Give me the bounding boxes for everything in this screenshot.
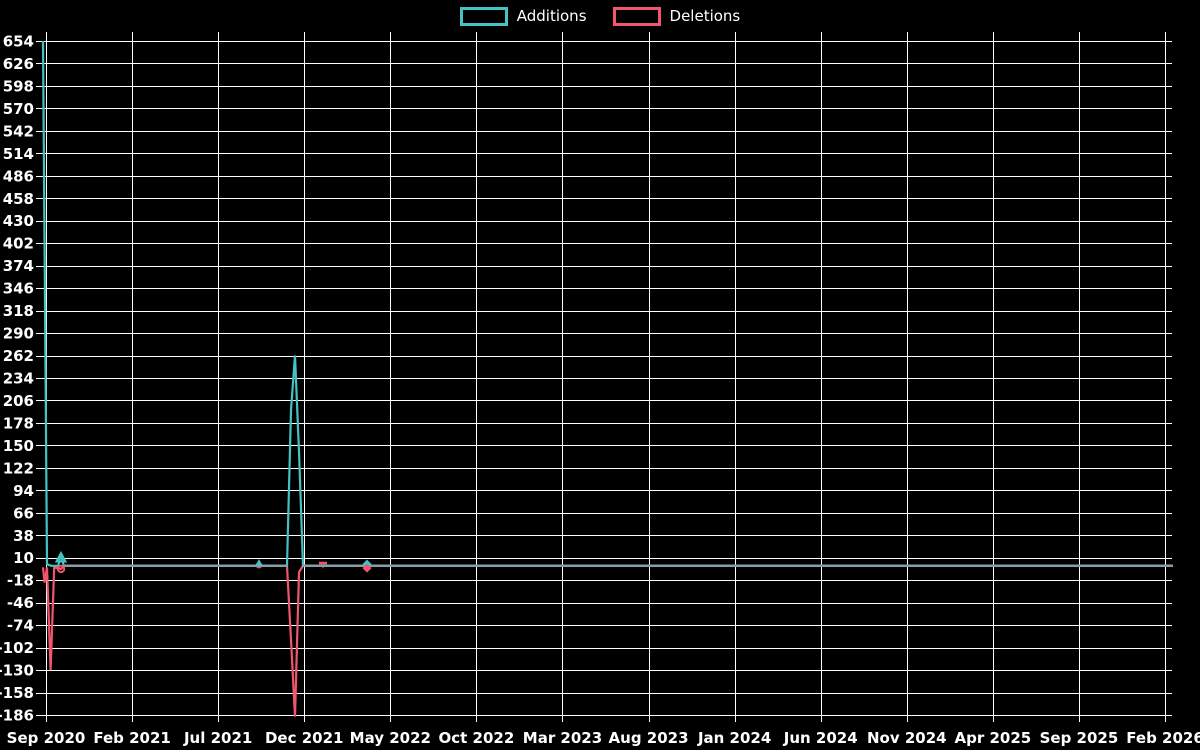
legend-item-additions[interactable]: Additions: [459, 7, 587, 26]
x-tick-label: Jan 2024: [697, 729, 771, 747]
y-tick-label: -130: [0, 662, 34, 680]
x-tick-label: Sep 2020: [7, 729, 86, 747]
x-tick-label: Feb 2021: [93, 729, 171, 747]
x-tick-label: Nov 2024: [867, 729, 947, 747]
y-tick-label: 10: [13, 549, 34, 567]
x-tick-label: Mar 2023: [523, 729, 602, 747]
legend-label-additions: Additions: [516, 7, 587, 25]
y-tick-label: 402: [3, 235, 34, 253]
y-axis-labels: 654 626 598 570 542 514 486 458 430 402 374 346 318 2…: [0, 33, 34, 725]
additions-swatch-icon: [459, 7, 508, 26]
x-tick-label: Jun 2024: [783, 729, 858, 747]
x-tick-label: Jul 2021: [183, 729, 252, 747]
legend-label-deletions: Deletions: [669, 7, 741, 25]
deletions-dash-marker: [319, 561, 327, 565]
horizontal-gridlines: [36, 41, 1172, 716]
deletions-circle-marker: [56, 564, 66, 574]
x-tick-label: Feb 2026: [1126, 729, 1200, 747]
y-tick-label: -102: [0, 639, 34, 657]
data-point-markers: [54, 550, 372, 574]
y-tick-label: 626: [3, 55, 34, 73]
y-tick-label: 66: [13, 504, 34, 522]
x-tick-label: Oct 2022: [439, 729, 515, 747]
y-tick-label: 122: [3, 459, 34, 477]
x-tick-label: Dec 2021: [265, 729, 344, 747]
deletions-diamond-marker: [362, 563, 372, 573]
y-tick-label: 542: [3, 122, 34, 140]
y-tick-label: 374: [3, 257, 34, 275]
y-tick-label: -74: [7, 617, 34, 635]
x-tick-label: Sep 2025: [1040, 729, 1119, 747]
y-tick-label: 234: [3, 370, 34, 388]
y-tick-label: 514: [3, 145, 34, 163]
y-tick-label: 290: [3, 325, 34, 343]
x-tick-label: Aug 2023: [609, 729, 689, 747]
x-axis-labels: Sep 2020 Feb 2021 Jul 2021 Dec 2021 May 2022…: [7, 729, 1200, 747]
y-tick-label: 486: [3, 167, 34, 185]
y-tick-label: -158: [0, 684, 34, 702]
y-tick-label: 178: [3, 414, 34, 432]
legend-item-deletions[interactable]: Deletions: [612, 7, 741, 26]
chart-legend: Additions Deletions: [0, 7, 1200, 26]
y-tick-label: 570: [3, 100, 34, 118]
y-tick-label: -46: [7, 594, 34, 612]
y-tick-label: -186: [0, 707, 34, 725]
y-tick-label: 430: [3, 212, 34, 230]
additions-triangle-marker: [54, 550, 68, 563]
additions-small-triangle-marker: [255, 559, 263, 566]
y-tick-label: 150: [3, 437, 34, 455]
x-tick-label: May 2022: [350, 729, 431, 747]
series-line-additions: [41, 40, 1173, 567]
y-tick-label: 318: [3, 302, 34, 320]
y-tick-label: 94: [13, 482, 34, 500]
y-tick-label: 262: [3, 347, 34, 365]
y-tick-label: 346: [3, 280, 34, 298]
y-tick-label: 598: [3, 77, 34, 95]
x-tick-label: Apr 2025: [955, 729, 1032, 747]
y-tick-label: 654: [3, 33, 34, 51]
y-tick-label: -18: [7, 572, 34, 590]
vertical-gridlines: [46, 32, 1166, 722]
y-tick-label: 458: [3, 190, 34, 208]
y-tick-label: 206: [3, 392, 34, 410]
deletions-swatch-icon: [612, 7, 661, 26]
y-tick-label: 38: [13, 527, 34, 545]
